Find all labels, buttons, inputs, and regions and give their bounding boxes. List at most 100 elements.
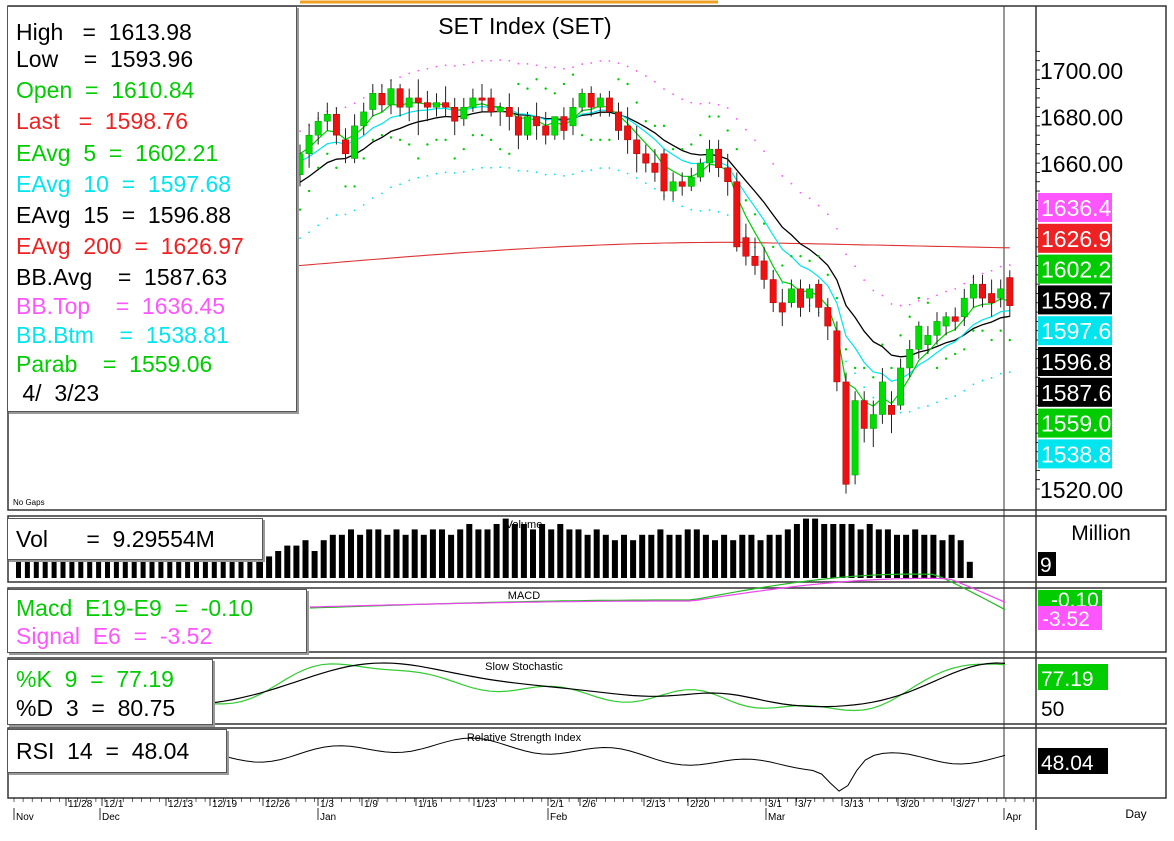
parab-dot	[844, 348, 848, 351]
volume-bar	[51, 562, 57, 578]
parab-dot	[781, 264, 784, 267]
rsi-tag-bg	[1038, 748, 1108, 774]
bb-top-dot	[1008, 264, 1011, 266]
macd-title: MACD	[508, 590, 540, 602]
volume-bar	[211, 562, 217, 578]
volume-bar	[33, 562, 39, 578]
candle-body	[442, 102, 450, 108]
candle-body	[578, 93, 586, 108]
bb-top-dot	[581, 63, 583, 65]
bb-top-dot	[663, 88, 665, 90]
x-month-label: Apr	[1006, 812, 1022, 823]
candle-body	[687, 176, 695, 187]
parab-dot	[835, 296, 839, 300]
parab-dot	[508, 152, 511, 155]
candle-body	[906, 349, 914, 369]
bb-bottom-dot	[481, 166, 483, 169]
bb-top-dot	[708, 102, 711, 104]
bb-bottom-dot	[581, 170, 583, 173]
rsi-line	[227, 737, 1006, 792]
bb-top-dot	[845, 253, 847, 256]
bb-bottom-dot	[654, 187, 656, 190]
bb-top-dot	[462, 63, 465, 66]
bb-top-dot	[681, 98, 684, 101]
parab-dot	[298, 208, 302, 211]
d-value: %D 3 = 80.75	[16, 695, 176, 721]
bb-bottom-dot	[317, 224, 320, 227]
candle-body	[505, 106, 513, 117]
bb-bottom-dot	[335, 214, 338, 216]
bb-top-dot	[435, 65, 438, 68]
macd-plot	[309, 573, 1006, 611]
bb-bottom-dot	[390, 186, 392, 189]
x-date-label: 12/1	[104, 799, 124, 810]
volume-bar	[149, 562, 155, 578]
parab-dot	[517, 82, 520, 86]
bb-bottom-dot	[872, 396, 875, 399]
volume-bar	[420, 534, 427, 578]
price-tag-bg	[1038, 316, 1112, 346]
bb-bottom-dot	[972, 383, 975, 386]
parab-dot	[489, 138, 493, 142]
parab-dot	[872, 376, 875, 379]
bb-bottom-dot	[644, 182, 647, 185]
bb-top-dot	[563, 67, 565, 70]
bb-bottom-dot	[945, 397, 947, 400]
price-tag-bg	[1038, 377, 1112, 407]
candle-body	[660, 153, 668, 192]
volume-bar	[602, 534, 609, 578]
bb-bottom-dot	[444, 171, 447, 174]
bb-top-dot	[999, 265, 1002, 268]
k-tag-bg	[1038, 664, 1108, 690]
bb-bottom-dot	[526, 170, 529, 172]
bb-top-dot	[854, 265, 856, 268]
volume-bar	[131, 562, 137, 578]
bb-top-dot	[899, 304, 902, 307]
candle-body	[351, 125, 359, 159]
parab-dot	[317, 166, 320, 169]
volume-bar	[812, 518, 819, 578]
bb-top-dot	[453, 64, 456, 67]
bb-bottom-dot	[353, 209, 356, 212]
k-line	[215, 663, 1006, 712]
parab-dot	[926, 301, 930, 304]
candle-body	[860, 400, 868, 429]
volume-bar	[821, 524, 828, 578]
rsi-plot	[227, 737, 1006, 792]
candle-body	[414, 97, 422, 103]
parab-dot	[344, 185, 347, 188]
candle-body	[369, 93, 377, 110]
parab-dot	[881, 343, 884, 346]
parab-dot	[408, 143, 411, 146]
candle-body	[678, 181, 686, 187]
volume-bar	[257, 561, 263, 578]
bb-top-dot	[945, 290, 947, 293]
candle-body	[897, 367, 905, 406]
parab-dot	[699, 133, 702, 137]
stoch-title: Slow Stochastic	[485, 661, 563, 673]
candle-body	[524, 116, 531, 136]
volume-bar	[539, 524, 546, 578]
bb-bottom-dot	[462, 170, 465, 173]
price-tag-bg	[1038, 408, 1112, 438]
candle-body	[296, 153, 304, 176]
bb-bottom-dot	[717, 210, 720, 213]
volume-bar	[730, 540, 737, 578]
bb-top-dot	[635, 70, 638, 72]
candle-body	[624, 125, 632, 141]
candle-body	[460, 106, 468, 120]
bb-bottom-dot	[854, 372, 856, 375]
info-open: Open = 1610.84	[16, 77, 195, 103]
candle-body	[633, 139, 641, 155]
info-eavg15: EAvg 15 = 1596.88	[16, 202, 232, 228]
candle-body	[433, 102, 440, 108]
parab-dot	[326, 152, 329, 155]
volume-bar	[848, 524, 855, 578]
volume-bar	[948, 534, 955, 578]
candle-body	[933, 321, 941, 336]
bb-bottom-dot	[399, 183, 401, 186]
parab-dot	[735, 147, 738, 151]
candle-body	[769, 279, 777, 304]
volume-plot	[16, 518, 973, 578]
x-date-label: 1/23	[476, 799, 496, 810]
